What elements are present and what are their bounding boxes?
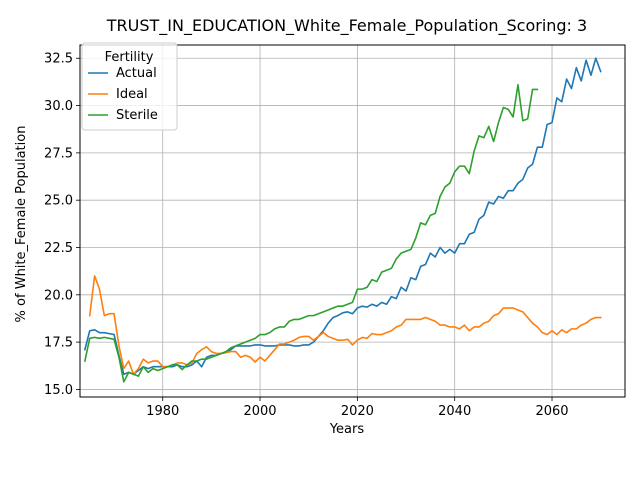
plot-frame [79,44,626,398]
y-tick-label: 27.5 [44,146,73,161]
legend-entries: Actual Ideal Sterile [88,66,158,123]
y-tick-label: 15.0 [44,383,73,398]
series-line-sterile [83,83,539,383]
y-tick-label: 20.0 [44,288,73,303]
y-tick-label: 25.0 [44,194,73,209]
y-tick-label: 22.5 [44,241,73,256]
legend-label-ideal: Ideal [116,87,148,102]
legend-box [81,42,178,131]
legend-label-sterile: Sterile [116,108,158,123]
x-tick-label: 2020 [341,404,374,419]
x-axis-label: Years [329,422,365,437]
y-tick-label: 30.0 [44,99,73,114]
x-tick-label: 1980 [146,404,179,419]
y-axis-ticks: 15.0 17.5 20.0 22.5 25.0 27.5 30.0 32.5 [44,52,80,398]
x-tick-label: 2000 [243,404,276,419]
series-lines [83,57,602,383]
legend: Fertility Actual Ideal Sterile [81,42,178,131]
y-axis-label: % of White_Female Population [14,126,29,323]
y-tick-label: 17.5 [44,336,73,351]
chart-title: TRUST_IN_EDUCATION_White_Female_Populati… [106,16,587,36]
x-axis-ticks: 1980 2000 2020 2040 2060 [146,397,569,419]
x-tick-label: 2060 [535,404,568,419]
legend-title: Fertility [105,50,154,65]
x-tick-label: 2040 [438,404,471,419]
legend-label-actual: Actual [116,66,157,81]
series-line-ideal [88,275,602,376]
series-line-actual [83,57,602,376]
y-tick-label: 32.5 [44,52,73,67]
